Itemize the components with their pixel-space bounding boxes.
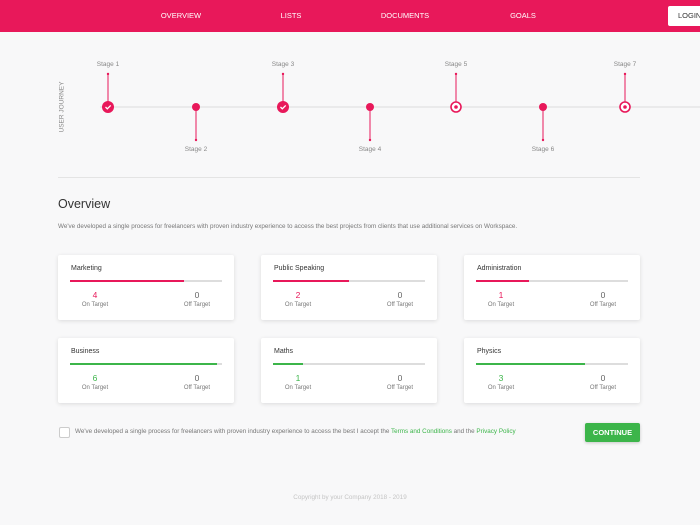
off-target-label: Off Target <box>589 302 617 308</box>
progress-bar <box>273 280 349 282</box>
progress-bar <box>476 280 530 282</box>
progress-bar <box>70 280 184 282</box>
card: Business 6 On Target 0 Off Target <box>58 338 234 403</box>
off-target-label: Off Target <box>386 385 414 391</box>
off-target-count: 0 <box>194 373 200 383</box>
progress-track <box>273 280 425 282</box>
card: Administration 1 On Target 0 Off Target <box>464 255 640 320</box>
nav-link[interactable]: LISTS <box>280 11 302 20</box>
on-target-label: On Target <box>284 385 312 391</box>
on-target-label: On Target <box>487 385 515 391</box>
on-target-count: 4 <box>92 290 98 300</box>
footer: Copyright by your Company 2018 - 2019 <box>293 494 407 501</box>
card-title: Marketing <box>71 265 102 272</box>
progress-track <box>476 363 628 365</box>
card-title: Administration <box>477 265 522 272</box>
progress-track <box>476 280 628 282</box>
off-target-count: 0 <box>600 290 606 300</box>
off-target-count: 0 <box>397 373 403 383</box>
divider <box>58 177 640 178</box>
continue-button[interactable]: CONTINUE <box>585 423 640 442</box>
on-target-label: On Target <box>81 385 109 391</box>
off-target-label: Off Target <box>386 302 414 308</box>
stage-node <box>102 101 114 113</box>
journey: USER JOURNEY Stage 1 Stage 2 Stage 3 Stage … <box>59 61 700 153</box>
stage-label: Stage 4 <box>359 146 382 153</box>
nav-link[interactable]: GOALS <box>510 11 536 20</box>
card-title: Maths <box>274 348 294 355</box>
stage-label: Stage 5 <box>445 61 468 68</box>
description: We've developed a single process for fre… <box>58 223 518 230</box>
nav-link[interactable]: OVERVIEW <box>160 11 202 20</box>
off-target-count: 0 <box>194 290 200 300</box>
stage-node <box>277 101 289 113</box>
stage-dot <box>454 105 458 109</box>
card-title: Business <box>71 348 100 355</box>
on-target-count: 1 <box>295 373 301 383</box>
login-button[interactable]: LOGIN <box>668 6 700 26</box>
on-target-label: On Target <box>284 302 312 308</box>
stage-tip <box>106 72 110 76</box>
stage-label: Stage 7 <box>614 61 637 68</box>
stage-label: Stage 1 <box>97 61 120 68</box>
progress-track <box>273 363 425 365</box>
on-target-count: 6 <box>92 373 98 383</box>
stage-tip <box>541 138 545 142</box>
nav-bar: OVERVIEW LISTS DOCUMENTS GOALS LOGIN <box>0 0 700 32</box>
off-target-label: Off Target <box>183 302 211 308</box>
checkbox[interactable] <box>59 427 70 438</box>
stage-tip <box>281 72 285 76</box>
card-title: Physics <box>477 348 502 355</box>
on-target-label: On Target <box>487 302 515 308</box>
on-target-count: 3 <box>498 373 504 383</box>
agreement-text: We've developed a single process for fre… <box>75 428 390 435</box>
off-target-label: Off Target <box>589 385 617 391</box>
off-target-count: 0 <box>397 290 403 300</box>
stage-node <box>539 103 547 111</box>
stage-label: Stage 3 <box>272 61 295 68</box>
stage-label: Stage 2 <box>185 146 208 153</box>
journey-label: USER JOURNEY <box>59 81 66 133</box>
stage-node <box>192 103 200 111</box>
stage-check <box>280 104 287 110</box>
on-target-count: 2 <box>295 290 301 300</box>
progress-track <box>70 280 222 282</box>
card: Physics 3 On Target 0 Off Target <box>464 338 640 403</box>
off-target-label: Off Target <box>183 385 211 391</box>
terms-link[interactable]: Terms and Conditions <box>391 428 452 435</box>
agreement: We've developed a single process for fre… <box>75 428 516 435</box>
section-title: Overview <box>58 197 111 211</box>
card-title: Public Speaking <box>274 265 325 272</box>
stage-tip <box>368 138 372 142</box>
card: Public Speaking 2 On Target 0 Off Target <box>261 255 437 320</box>
on-target-count: 1 <box>498 290 504 300</box>
card: Maths 1 On Target 0 Off Target <box>261 338 437 403</box>
stage-tip <box>194 138 198 142</box>
stage-tip <box>454 72 458 76</box>
agreement-joiner: and the <box>453 428 475 435</box>
progress-bar <box>70 363 218 365</box>
stage-dot <box>623 105 627 109</box>
progress-bar <box>476 363 586 365</box>
stage-tip <box>623 72 627 76</box>
progress-bar <box>273 363 304 365</box>
card: Marketing 4 On Target 0 Off Target <box>58 255 234 320</box>
stage-node <box>366 103 374 111</box>
progress-track <box>70 363 222 365</box>
stage-label: Stage 6 <box>532 146 555 153</box>
stage-check <box>105 104 112 110</box>
privacy-link[interactable]: Privacy Policy <box>476 428 516 435</box>
on-target-label: On Target <box>81 302 109 308</box>
nav-link[interactable]: DOCUMENTS <box>380 11 430 20</box>
off-target-count: 0 <box>600 373 606 383</box>
